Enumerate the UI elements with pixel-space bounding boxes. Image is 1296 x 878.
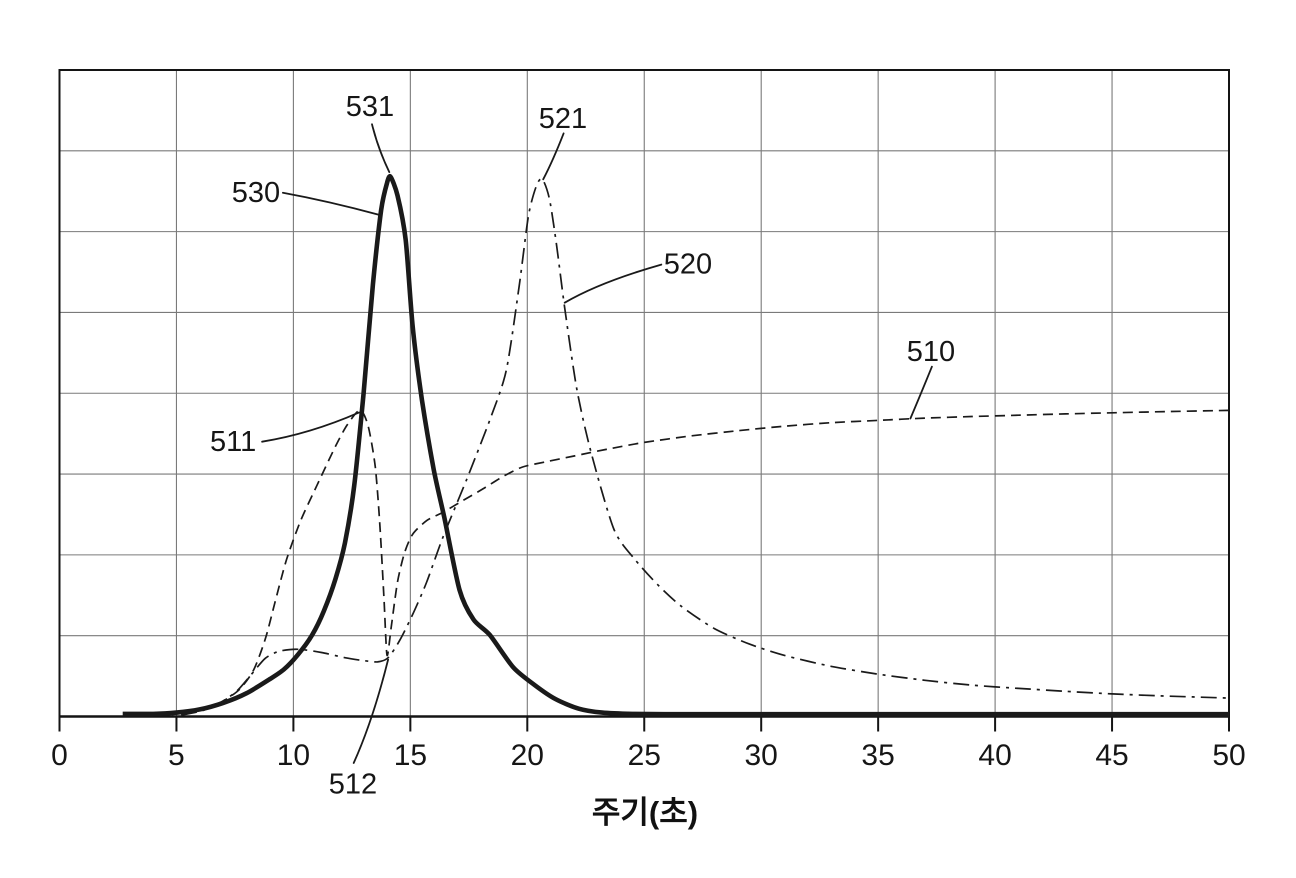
callout-label-530: 530 bbox=[232, 177, 280, 209]
x-tick-label-35: 35 bbox=[861, 739, 894, 772]
curve-510 bbox=[171, 409, 1230, 716]
callout-label-512: 512 bbox=[329, 769, 377, 801]
x-tick-label-40: 40 bbox=[978, 739, 1011, 772]
leader-520 bbox=[563, 263, 663, 304]
callout-label-511: 511 bbox=[210, 426, 256, 458]
leader-512 bbox=[352, 658, 389, 764]
data-curves bbox=[122, 174, 1230, 717]
grid-lines bbox=[59, 70, 1229, 717]
leader-510 bbox=[909, 365, 933, 420]
curve-520 bbox=[180, 177, 1230, 717]
callout-leader-lines bbox=[261, 123, 933, 764]
x-axis-tick-labels: 0 5 10 15 20 25 30 35 40 45 50 bbox=[51, 739, 1246, 772]
leader-511 bbox=[261, 411, 360, 443]
x-tick-label-5: 5 bbox=[168, 739, 185, 772]
plot-box bbox=[58, 69, 1230, 717]
x-tick-label-15: 15 bbox=[394, 739, 427, 772]
x-tick-label-20: 20 bbox=[511, 739, 544, 772]
x-tick-label-30: 30 bbox=[745, 739, 778, 772]
leader-531 bbox=[371, 123, 391, 173]
leader-530 bbox=[282, 191, 380, 216]
callout-label-531: 531 bbox=[346, 91, 394, 123]
x-tick-label-10: 10 bbox=[277, 739, 310, 772]
x-axis-title: 주기(초) bbox=[592, 795, 698, 830]
x-tick-label-25: 25 bbox=[628, 739, 661, 772]
x-tick-label-50: 50 bbox=[1212, 739, 1245, 772]
leader-521 bbox=[542, 132, 565, 181]
callout-label-521: 521 bbox=[539, 103, 587, 135]
curve-530 bbox=[122, 174, 1229, 717]
callout-label-520: 520 bbox=[664, 248, 712, 280]
x-tick-label-45: 45 bbox=[1095, 739, 1128, 772]
x-tick-label-0: 0 bbox=[51, 739, 68, 772]
callout-label-510: 510 bbox=[907, 336, 955, 368]
callout-labels: 531 521 530 520 511 510 512 bbox=[210, 91, 955, 801]
x-axis-ticks bbox=[58, 716, 1230, 732]
